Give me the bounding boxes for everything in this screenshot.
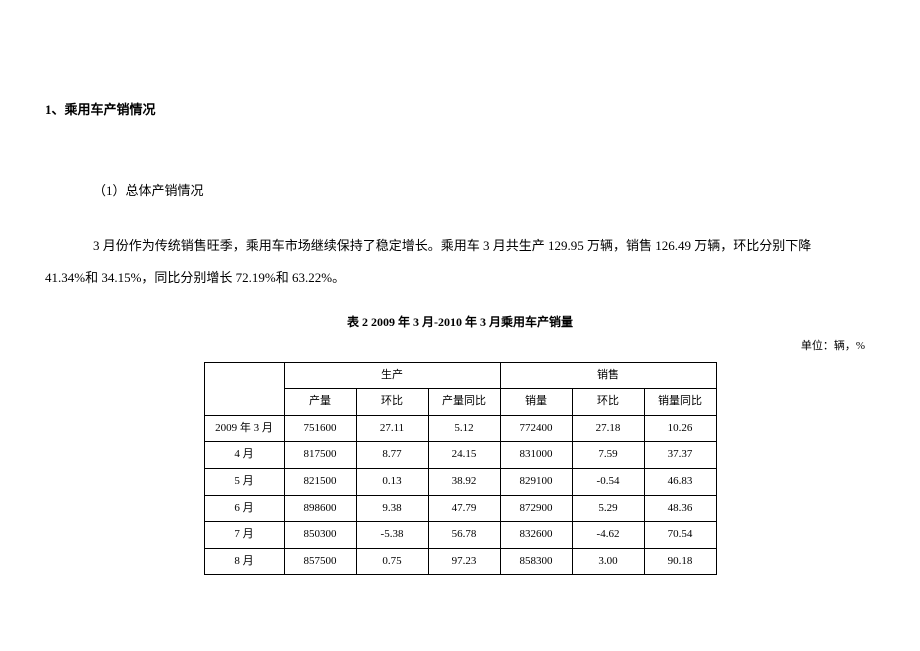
cell-sale-yoy: 46.83	[644, 468, 716, 495]
table-title: 表 2 2009 年 3 月-2010 年 3 月乘用车产销量	[45, 313, 875, 332]
cell-sale-vol: 858300	[500, 548, 572, 575]
cell-sale-mom: 7.59	[572, 442, 644, 469]
cell-prod-mom: 8.77	[356, 442, 428, 469]
subsection-title: （1）总体产销情况	[93, 181, 875, 202]
cell-prod-yoy: 38.92	[428, 468, 500, 495]
cell-prod-yoy: 5.12	[428, 415, 500, 442]
cell-prod-mom: 27.11	[356, 415, 428, 442]
header-sale-mom: 环比	[572, 389, 644, 416]
cell-prod-vol: 850300	[284, 522, 356, 549]
cell-prod-yoy: 47.79	[428, 495, 500, 522]
cell-prod-mom: 0.13	[356, 468, 428, 495]
cell-prod-vol: 898600	[284, 495, 356, 522]
row-label: 7 月	[204, 522, 284, 549]
cell-sale-vol: 831000	[500, 442, 572, 469]
cell-prod-vol: 817500	[284, 442, 356, 469]
cell-sale-yoy: 10.26	[644, 415, 716, 442]
table-body: 2009 年 3 月 751600 27.11 5.12 772400 27.1…	[204, 415, 716, 575]
production-sales-table: 生产 销售 产量 环比 产量同比 销量 环比 销量同比 2009 年 3 月 7…	[204, 362, 717, 576]
row-label: 2009 年 3 月	[204, 415, 284, 442]
cell-sale-vol: 829100	[500, 468, 572, 495]
cell-prod-mom: 9.38	[356, 495, 428, 522]
cell-sale-yoy: 70.54	[644, 522, 716, 549]
cell-sale-vol: 772400	[500, 415, 572, 442]
cell-sale-yoy: 90.18	[644, 548, 716, 575]
cell-sale-yoy: 37.37	[644, 442, 716, 469]
cell-sale-mom: -0.54	[572, 468, 644, 495]
header-prod-volume: 产量	[284, 389, 356, 416]
cell-prod-mom: 0.75	[356, 548, 428, 575]
row-label: 6 月	[204, 495, 284, 522]
header-sale-volume: 销量	[500, 389, 572, 416]
cell-prod-yoy: 97.23	[428, 548, 500, 575]
cell-sale-mom: 3.00	[572, 548, 644, 575]
cell-sale-mom: 5.29	[572, 495, 644, 522]
cell-prod-yoy: 56.78	[428, 522, 500, 549]
table-row: 4 月 817500 8.77 24.15 831000 7.59 37.37	[204, 442, 716, 469]
cell-sale-yoy: 48.36	[644, 495, 716, 522]
cell-sale-mom: 27.18	[572, 415, 644, 442]
cell-prod-vol: 821500	[284, 468, 356, 495]
header-sale-yoy: 销量同比	[644, 389, 716, 416]
header-prod-yoy: 产量同比	[428, 389, 500, 416]
body-paragraph-line1: 3 月份作为传统销售旺季，乘用车市场继续保持了稳定增长。乘用车 3 月共生产 1…	[93, 232, 875, 261]
table-row: 2009 年 3 月 751600 27.11 5.12 772400 27.1…	[204, 415, 716, 442]
table-row: 6 月 898600 9.38 47.79 872900 5.29 48.36	[204, 495, 716, 522]
cell-prod-yoy: 24.15	[428, 442, 500, 469]
header-group-production: 生产	[284, 362, 500, 389]
cell-prod-vol: 857500	[284, 548, 356, 575]
table-row: 5 月 821500 0.13 38.92 829100 -0.54 46.83	[204, 468, 716, 495]
row-label: 5 月	[204, 468, 284, 495]
unit-label: 单位：辆，%	[45, 338, 875, 356]
table-row: 7 月 850300 -5.38 56.78 832600 -4.62 70.5…	[204, 522, 716, 549]
cell-sale-vol: 872900	[500, 495, 572, 522]
cell-prod-vol: 751600	[284, 415, 356, 442]
cell-prod-mom: -5.38	[356, 522, 428, 549]
row-label: 4 月	[204, 442, 284, 469]
row-label: 8 月	[204, 548, 284, 575]
cell-sale-mom: -4.62	[572, 522, 644, 549]
section-title: 1、乘用车产销情况	[45, 100, 875, 121]
header-blank	[204, 362, 284, 415]
header-prod-mom: 环比	[356, 389, 428, 416]
table-header-group-row: 生产 销售	[204, 362, 716, 389]
table-row: 8 月 857500 0.75 97.23 858300 3.00 90.18	[204, 548, 716, 575]
header-group-sales: 销售	[500, 362, 716, 389]
body-paragraph-line2: 41.34%和 34.15%，同比分别增长 72.19%和 63.22%。	[45, 264, 875, 293]
cell-sale-vol: 832600	[500, 522, 572, 549]
